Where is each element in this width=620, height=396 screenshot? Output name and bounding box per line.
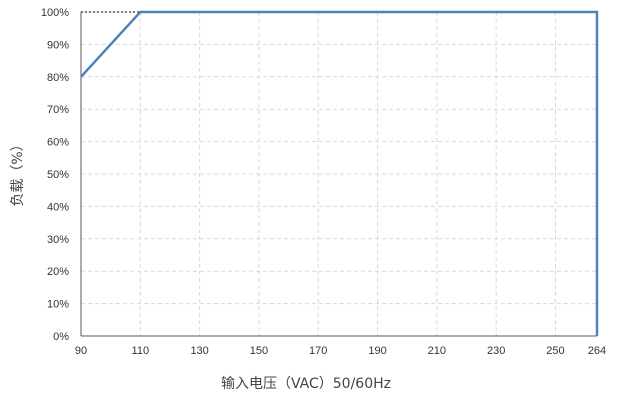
x-tick-label: 130 — [190, 345, 208, 357]
x-tick-label: 264 — [588, 345, 606, 357]
x-axis-title: 输入电压（VAC）50/60Hz — [221, 376, 391, 392]
axes — [80, 12, 597, 337]
y-tick-label: 80% — [47, 72, 69, 84]
y-tick-label: 100% — [41, 7, 69, 19]
grid-lines — [81, 11, 598, 336]
series-line-0 — [80, 10, 599, 336]
x-tick-label: 170 — [309, 345, 327, 357]
y-tick-label: 40% — [47, 201, 69, 213]
y-tick-label: 30% — [47, 234, 69, 246]
y-tick-label: 70% — [47, 104, 69, 116]
x-tick-label: 110 — [132, 345, 150, 357]
y-axis-title: 负载（%） — [10, 137, 26, 206]
y-tick-label: 60% — [47, 137, 69, 149]
x-tick-label: 210 — [428, 345, 446, 357]
y-tick-label: 50% — [47, 169, 69, 181]
y-tick-labels: 0% 10% 20% 30% 40% 50% 60% 70% 80% 90% 100% — [41, 7, 69, 343]
x-tick-label: 90 — [75, 345, 87, 357]
x-tick-labels: 90 110 130 150 170 190 210 230 250 264 — [75, 345, 606, 357]
x-tick-label: 150 — [250, 345, 268, 357]
y-tick-label: 0% — [53, 331, 69, 343]
y-tick-label: 20% — [47, 266, 69, 278]
series-lines — [80, 10, 599, 336]
x-tick-label: 250 — [546, 345, 564, 357]
x-tick-label: 230 — [487, 345, 505, 357]
y-tick-label: 90% — [47, 39, 69, 51]
y-tick-label: 10% — [47, 299, 69, 311]
x-tick-label: 190 — [368, 345, 386, 357]
